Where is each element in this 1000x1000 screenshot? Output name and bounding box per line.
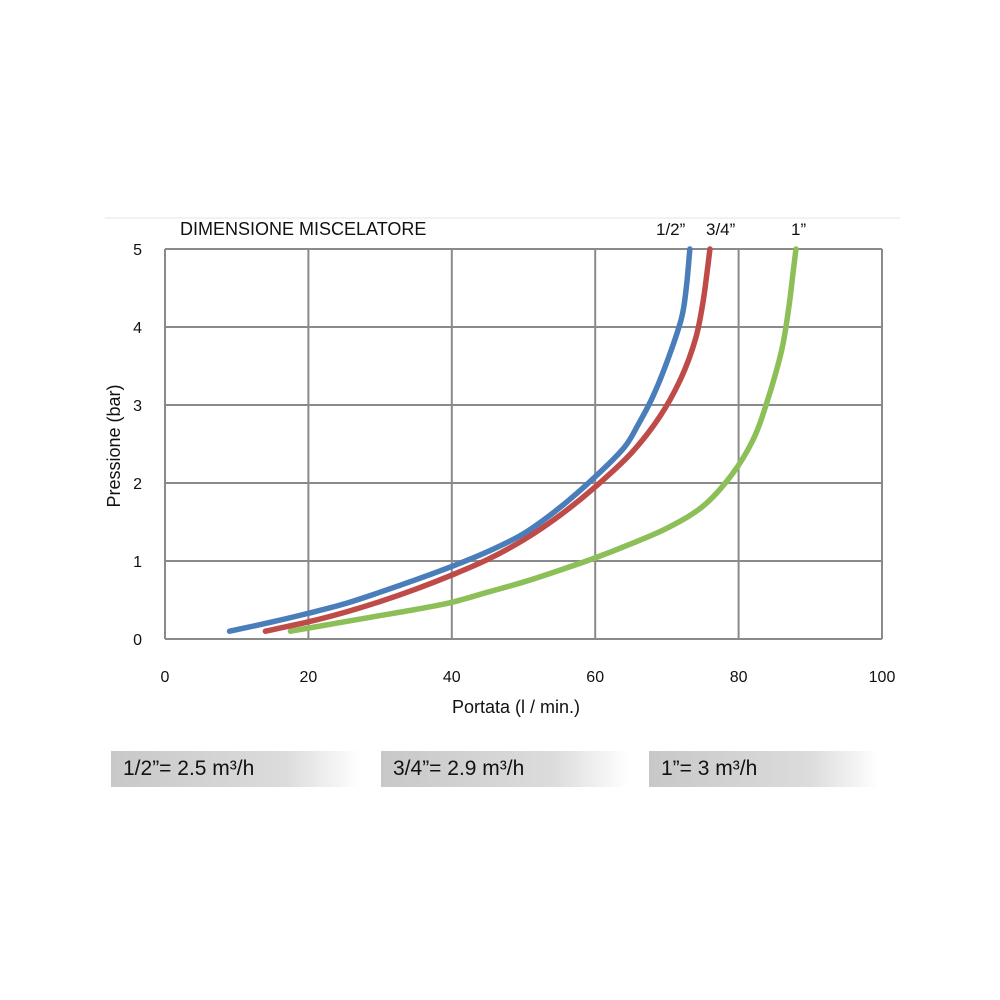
series-line-2 xyxy=(287,246,799,634)
badge-half-inch-text: 1/2”= 2.5 m³/h xyxy=(123,757,255,780)
chart-title: DIMENSIONE MISCELATORE xyxy=(180,219,426,239)
series-layer xyxy=(226,246,799,634)
series-line-0 xyxy=(226,246,693,634)
badge-three-quarter-inch: 3/4”= 2.9 m³/h xyxy=(381,751,629,787)
y-tick-label-4: 4 xyxy=(133,320,142,337)
x-tick-label-3: 60 xyxy=(586,669,604,686)
badge-three-quarter-inch-text: 3/4”= 2.9 m³/h xyxy=(393,757,525,780)
badge-one-inch: 1”= 3 m³/h xyxy=(649,751,879,787)
x-tick-label-0: 0 xyxy=(161,669,170,686)
x-tick-label-4: 80 xyxy=(730,669,748,686)
badge-one-inch-text: 1”= 3 m³/h xyxy=(661,757,758,780)
x-tick-label-1: 20 xyxy=(300,669,318,686)
grid xyxy=(164,248,883,640)
y-tick-label-0: 0 xyxy=(133,632,142,649)
series-label-half-inch: 1/2” xyxy=(656,220,686,239)
tick-labels: 0 20 40 60 80 100 0 1 2 3 4 5 xyxy=(133,242,895,686)
x-axis-title: Portata (l / min.) xyxy=(452,697,580,717)
badge-half-inch: 1/2”= 2.5 m³/h xyxy=(111,751,361,787)
y-tick-label-5: 5 xyxy=(133,242,142,259)
x-tick-label-5: 100 xyxy=(869,669,896,686)
x-tick-label-2: 40 xyxy=(443,669,461,686)
series-label-one-inch: 1” xyxy=(791,220,806,239)
pressure-flow-chart: 0 20 40 60 80 100 0 1 2 3 4 5 DIMENSIONE MISCELATOR… xyxy=(104,217,900,717)
series-label-three-quarter-inch: 3/4” xyxy=(706,220,736,239)
y-tick-label-3: 3 xyxy=(133,398,142,415)
y-tick-label-2: 2 xyxy=(133,476,142,493)
y-axis-title: Pressione (bar) xyxy=(104,384,124,507)
series-line-1 xyxy=(262,246,713,634)
y-tick-label-1: 1 xyxy=(133,554,142,571)
